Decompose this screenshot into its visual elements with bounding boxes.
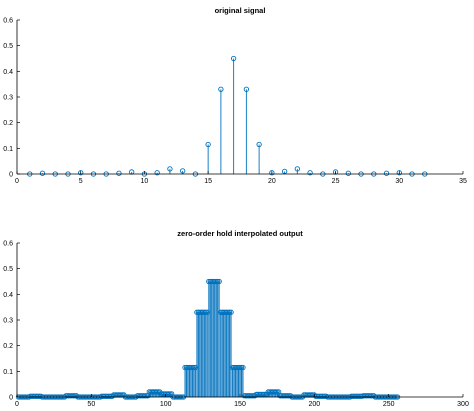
stem-marker (154, 170, 160, 176)
y-tick-label: 0.4 (3, 292, 13, 299)
stem-marker (238, 364, 245, 371)
stem-marker (78, 170, 84, 176)
stem-marker (226, 309, 233, 315)
stem-marker (203, 309, 209, 315)
stem-marker (256, 141, 262, 148)
x-tick-label: 35 (459, 178, 467, 185)
stem-marker (154, 389, 160, 395)
stem-marker (205, 141, 211, 148)
y-tick-label: 0.5 (3, 43, 13, 50)
y-tick-label: 0.4 (3, 69, 13, 76)
stem-marker (143, 393, 149, 399)
x-tick-label: 20 (268, 178, 276, 185)
stem-marker (228, 309, 234, 315)
stem-marker (191, 364, 197, 371)
stem-marker (180, 168, 186, 174)
stem-marker (243, 86, 250, 92)
x-tick-label: 0 (15, 401, 19, 408)
stem-marker (216, 278, 222, 285)
stem-marker (192, 364, 199, 371)
stem-marker (237, 364, 243, 371)
stem-marker (225, 309, 231, 315)
x-tick-label: 250 (383, 401, 395, 408)
y-tick-label: 0.5 (3, 266, 13, 273)
stem-marker (345, 170, 351, 176)
stem-marker (167, 391, 173, 397)
stem-marker (168, 391, 175, 397)
x-tick-label: 50 (87, 401, 95, 408)
stem-marker (189, 364, 196, 371)
x-tick-label: 300 (457, 401, 469, 408)
x-tick-label: 100 (160, 401, 172, 408)
stem-marker (142, 393, 148, 399)
stem-marker (218, 86, 224, 92)
y-tick-label: 0.1 (3, 146, 13, 153)
x-tick-label: 10 (141, 178, 149, 185)
stem-marker (39, 170, 46, 176)
stem-marker (294, 166, 300, 172)
stem-marker (307, 170, 313, 176)
stem-marker (167, 166, 173, 172)
stem-marker (165, 391, 172, 397)
x-tick-label: 25 (332, 178, 340, 185)
y-tick-label: 0.1 (3, 369, 13, 376)
stem-marker (396, 170, 402, 176)
top-chart-title: original signal (215, 6, 266, 15)
stem-marker (230, 55, 237, 62)
y-tick-label: 0.6 (3, 241, 13, 248)
x-tick-label: 200 (308, 401, 320, 408)
stem-marker (201, 309, 207, 315)
y-tick-label: 0 (9, 395, 13, 402)
y-tick-label: 0.2 (3, 120, 13, 127)
y-tick-label: 0.2 (3, 343, 13, 350)
stem-marker (274, 389, 280, 395)
y-tick-label: 0.3 (3, 95, 13, 102)
top-chart-original-signal: original signal 0 0.1 0.2 0.3 0.4 0.5 0.6 0 5 10 1… (3, 6, 467, 185)
stem-marker (213, 278, 219, 285)
stem-marker (215, 278, 221, 285)
x-tick-label: 0 (15, 178, 19, 185)
bottom-chart-zero-order-hold: zero-order hold interpolated output 0 0.1… (3, 229, 469, 408)
stem-marker (204, 309, 210, 315)
x-tick-label: 150 (234, 401, 246, 408)
stem-marker (269, 170, 275, 176)
stem-marker (273, 389, 279, 395)
bottom-chart-title: zero-order hold interpolated output (177, 229, 303, 238)
x-tick-label: 15 (204, 178, 212, 185)
x-tick-label: 5 (79, 178, 83, 185)
y-tick-label: 0.6 (3, 18, 13, 25)
stem-marker (240, 364, 246, 371)
y-tick-label: 0.3 (3, 318, 13, 325)
stem-marker (383, 170, 390, 176)
stem-marker (116, 170, 122, 176)
y-tick-label: 0 (9, 172, 13, 179)
x-tick-label: 30 (395, 178, 403, 185)
